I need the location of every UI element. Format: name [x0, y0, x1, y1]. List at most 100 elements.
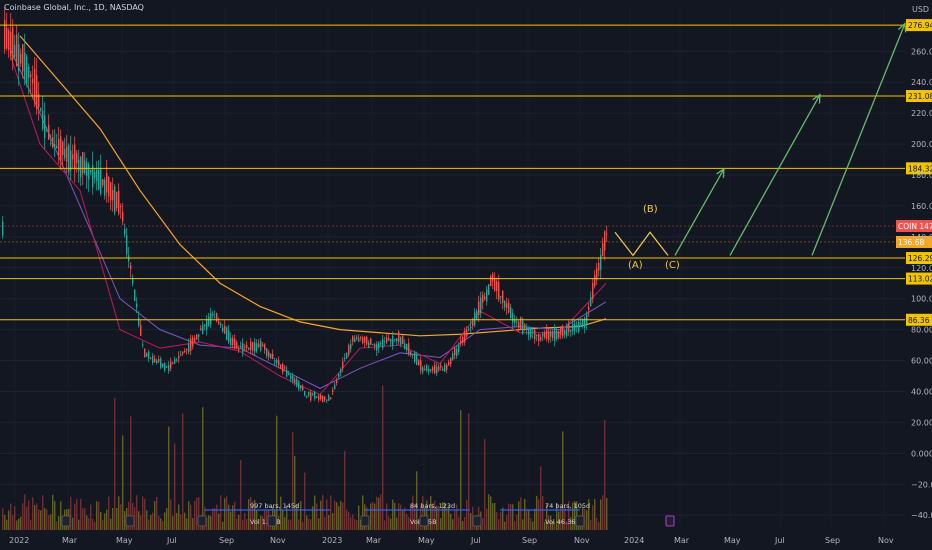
candle-body [28, 66, 30, 78]
earnings-marker[interactable] [472, 515, 482, 527]
candle-body [30, 74, 32, 77]
current-price-label: COIN 147.00 [898, 222, 932, 231]
candle-body [390, 339, 392, 342]
level-price-tag [906, 313, 932, 326]
candle-body [496, 281, 498, 292]
volume-bar [522, 519, 524, 530]
volume-bar [444, 502, 446, 530]
candle-body [238, 349, 240, 351]
candle-body [438, 366, 440, 371]
candle-body [44, 115, 46, 139]
volume-bar [544, 521, 546, 530]
volume-bar [282, 510, 284, 530]
wave-path[interactable] [614, 231, 669, 257]
candle-body [502, 290, 504, 303]
volume-bar [148, 519, 150, 530]
volume-bar [18, 518, 20, 530]
volume-bar [138, 511, 140, 530]
volume-bar [484, 439, 486, 530]
price-axis[interactable]: −40.00 −20.00 0.0000 20.00 40.00 60.00 80.00 10… [911, 47, 932, 520]
volume-bar [370, 503, 372, 530]
volume-bar [592, 505, 594, 530]
time-tick-label: Sep [522, 536, 537, 545]
candle-body [146, 353, 148, 357]
earnings-marker[interactable] [197, 515, 207, 527]
projection-arrow[interactable] [729, 94, 821, 256]
candle-body [380, 343, 382, 345]
candle-body [242, 343, 244, 353]
time-tick-label: Sep [219, 536, 234, 545]
candle-body [290, 375, 292, 379]
volume-bar [78, 519, 80, 530]
candle-body [564, 330, 566, 335]
candle-body [322, 395, 324, 402]
projection-arrow[interactable] [674, 168, 725, 256]
projection-drawings[interactable]: (A) (B) (C) [614, 22, 907, 271]
volume-bar [358, 505, 360, 530]
candle-body [556, 330, 558, 339]
volume-bar [350, 517, 352, 530]
volume-bar [170, 499, 172, 530]
volume-bar [540, 466, 542, 530]
volume-bar [44, 508, 46, 530]
volume-bar [392, 499, 394, 530]
candle-body [314, 392, 316, 399]
range-annotations[interactable]: 997 bars, 145d Vol 1.49B 84 bars, 123d Vol … [61, 502, 675, 527]
candle-body [448, 361, 450, 366]
candle-body [284, 367, 286, 369]
earnings-marker[interactable] [419, 515, 429, 527]
candle-body [14, 44, 16, 58]
volume-bar [4, 515, 6, 530]
volume-bar [174, 443, 176, 530]
candle-body [344, 358, 346, 360]
volume-bar [318, 518, 320, 530]
candle-body [190, 338, 192, 351]
level-price-tag [906, 90, 932, 103]
volume-bar [26, 506, 28, 530]
volume-bar [54, 501, 56, 530]
time-axis[interactable]: 2022 Mar May Jul Sep Nov 2023 Mar May Jul Sep Nov 20… [9, 536, 894, 545]
earnings-marker[interactable] [575, 515, 585, 527]
volume-bar [184, 512, 186, 530]
volume-bar [526, 509, 528, 530]
volume-bar [210, 515, 212, 530]
volume-bar [334, 500, 336, 530]
candle-body [92, 165, 94, 188]
candle-body [210, 313, 212, 325]
candle-body [490, 275, 492, 287]
price-tick-label: 60.00 [911, 357, 932, 366]
volume-bar [416, 471, 418, 530]
earnings-marker[interactable] [125, 515, 135, 527]
candle-body [602, 243, 604, 257]
candle-body [266, 348, 268, 356]
future-event-marker[interactable] [665, 515, 675, 527]
volume-bar [112, 508, 114, 530]
earnings-marker[interactable] [267, 515, 277, 527]
price-tick-label: 80.00 [911, 326, 932, 335]
volume-bar [524, 498, 526, 530]
candle-body [480, 297, 482, 314]
projection-arrow-head [716, 167, 725, 178]
candle-body [268, 352, 270, 358]
volume-bar [278, 515, 280, 530]
volume-bar [566, 521, 568, 530]
volume-bar [306, 515, 308, 530]
price-tick-label: 20.00 [911, 418, 932, 427]
candle-body [68, 144, 70, 173]
candle-body [570, 330, 572, 332]
volume-bar [394, 503, 396, 530]
projection-arrow[interactable] [811, 23, 906, 256]
volume-bar [498, 519, 500, 530]
earnings-marker[interactable] [360, 515, 370, 527]
volume-bar [348, 511, 350, 530]
earnings-marker[interactable] [61, 515, 71, 527]
candle-body [8, 30, 10, 51]
candle-body [536, 334, 538, 336]
candle-body [38, 94, 40, 108]
volume-bar [290, 519, 292, 530]
candle-body [12, 27, 14, 60]
volume-bar [228, 504, 230, 530]
